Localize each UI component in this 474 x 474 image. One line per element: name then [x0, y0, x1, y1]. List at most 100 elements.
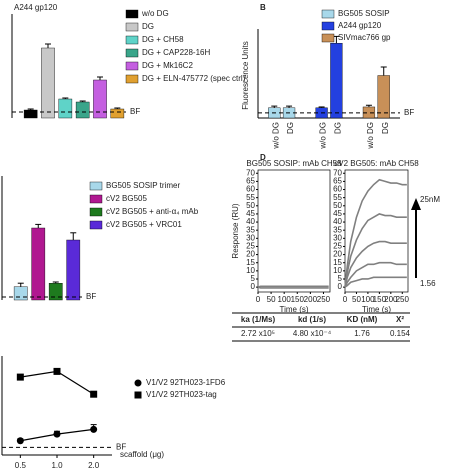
x-tick-label: 250 — [396, 295, 410, 304]
y-tick-label: 5 — [338, 274, 343, 283]
legend-swatch — [89, 220, 103, 230]
y-tick-label: 10 — [333, 266, 342, 275]
y-tick-label: 0 — [251, 282, 256, 291]
marker — [53, 430, 61, 438]
legend-label: DG + CAP228-16H — [142, 48, 210, 57]
x-axis-label: Time (s) — [362, 305, 391, 314]
legend-label: V1/V2 92TH023-tag — [146, 390, 217, 399]
sensorgram-curve — [344, 240, 407, 288]
legend-label: cV2 BG505 — [106, 194, 147, 203]
arrow-head — [411, 198, 421, 210]
x-tick-label: 0 — [343, 295, 348, 304]
annotation: 1.56 — [420, 279, 436, 288]
x-tick-label: 250 — [317, 295, 331, 304]
table-cell: 2.72 x10⁵ — [241, 329, 275, 338]
bar — [13, 286, 28, 301]
legend-swatch — [321, 21, 335, 31]
y-tick-label: 35 — [246, 225, 255, 234]
legend-label: DG + CH58 — [142, 35, 184, 44]
chart-title: cV2 BG505: mAb CH58 — [334, 159, 419, 168]
x-tick-label: 150 — [373, 295, 387, 304]
y-tick-label: 60 — [246, 185, 255, 194]
y-tick-label: 30 — [333, 233, 342, 242]
bar — [66, 239, 81, 301]
sensorgram-curve — [344, 213, 407, 288]
y-tick-label: 45 — [246, 209, 255, 218]
legend-label: cV2 BG505 + anti-α₄ mAb — [106, 207, 199, 216]
table-header: KD (nM) — [347, 315, 378, 324]
bar — [330, 43, 343, 119]
legend-marker — [134, 391, 142, 399]
x-tick-label: 150 — [291, 295, 305, 304]
x-tick-label: DG — [381, 122, 390, 134]
y-tick-label: 40 — [333, 217, 342, 226]
y-tick-label: 10 — [246, 266, 255, 275]
table-header: ka (1/Ms) — [241, 315, 276, 324]
legend-label: BG505 SOSIP trimer — [106, 181, 180, 190]
legend-swatch — [125, 22, 139, 32]
y-tick-label: 5 — [251, 274, 256, 283]
panel-label: D — [260, 153, 266, 162]
y-tick-label: 25 — [246, 242, 255, 251]
legend-label: DG + ELN-475772 (spec ctrl) — [142, 74, 246, 83]
table-header: X² — [396, 315, 404, 324]
x-tick-label: 2.0 — [88, 461, 100, 470]
bar — [58, 98, 73, 119]
legend-swatch — [125, 9, 139, 19]
legend-label: w/o DG — [141, 9, 169, 18]
legend-swatch — [125, 48, 139, 58]
y-axis-label: Response (RU) — [231, 203, 240, 258]
y-tick-label: 20 — [333, 250, 342, 259]
x-tick-label: DG — [286, 122, 295, 134]
y-tick-label: 70 — [333, 168, 342, 177]
bar — [110, 108, 125, 119]
y-tick-label: 55 — [333, 193, 342, 202]
y-tick-label: 65 — [333, 176, 342, 185]
y-tick-label: 30 — [246, 233, 255, 242]
legend-label: DG — [142, 22, 154, 31]
annotation: 25nM — [420, 195, 440, 204]
x-tick-label: w/o DG — [319, 122, 328, 150]
x-tick-label: 200 — [384, 295, 398, 304]
legend-swatch — [125, 74, 139, 84]
reference-label: BF — [116, 443, 126, 452]
y-tick-label: 65 — [246, 176, 255, 185]
legend-swatch — [321, 9, 335, 19]
table-cell: 4.80 x10⁻⁴ — [293, 329, 332, 338]
x-axis-label: scaffold (μg) — [120, 450, 164, 459]
y-tick-label: 50 — [333, 201, 342, 210]
x-tick-label: DG — [334, 122, 343, 134]
table-cell: 1.76 — [354, 329, 370, 338]
table-cell: 0.154 — [390, 329, 411, 338]
x-tick-label: 0.5 — [15, 461, 27, 470]
legend-label: SIVmac766 gp — [338, 33, 391, 42]
bar — [377, 75, 390, 119]
sensorgram-curve — [344, 276, 407, 288]
legend-swatch — [125, 35, 139, 45]
reference-label: BF — [404, 108, 414, 117]
legend-swatch — [89, 181, 103, 191]
legend-label: V1/V2 92TH023-1FD6 — [146, 378, 226, 387]
y-tick-label: 20 — [246, 250, 255, 259]
marker — [16, 437, 24, 445]
marker — [90, 425, 98, 433]
x-tick-label: 100 — [361, 295, 375, 304]
bar — [23, 109, 38, 119]
y-tick-label: 25 — [333, 242, 342, 251]
y-tick-label: 40 — [246, 217, 255, 226]
marker — [90, 390, 98, 398]
reference-label: BF — [86, 292, 96, 301]
legend-marker — [134, 379, 142, 387]
plot-frame — [257, 169, 331, 293]
x-tick-label: w/o DG — [366, 122, 375, 150]
x-tick-label: 50 — [352, 295, 361, 304]
bar — [75, 101, 90, 119]
sensorgram-curve — [257, 285, 329, 288]
y-tick-label: 60 — [333, 185, 342, 194]
x-tick-label: 1.0 — [51, 461, 63, 470]
chart-title: A244 gp120 — [14, 3, 58, 12]
legend-swatch — [89, 194, 103, 204]
sensorgram-curve — [344, 178, 407, 288]
legend-swatch — [89, 207, 103, 217]
